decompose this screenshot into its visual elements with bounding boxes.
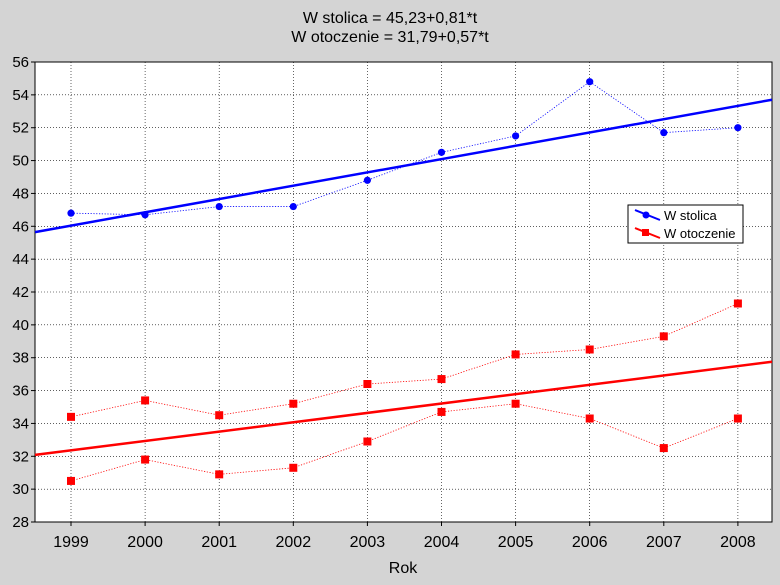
- point-otoczenie-upper: [67, 412, 75, 421]
- plot-area: [34, 61, 773, 523]
- point-otoczenie-lower: [363, 437, 372, 446]
- legend-label-stolica: W stolica: [664, 208, 718, 223]
- point-otoczenie-lower: [141, 455, 150, 464]
- x-tick-label: 2001: [201, 534, 237, 551]
- point-stolica: [67, 209, 75, 217]
- point-otoczenie-upper: [437, 375, 446, 384]
- series-line-otoczenie-lower: [70, 403, 739, 482]
- legend-box: [627, 204, 744, 244]
- legend: W stolica W otoczenie: [627, 204, 744, 244]
- y-tick-label: 42: [12, 284, 29, 301]
- y-tick-label: 34: [12, 415, 29, 432]
- point-otoczenie-upper: [289, 399, 298, 408]
- point-otoczenie-lower: [585, 414, 594, 423]
- point-stolica: [660, 129, 668, 137]
- y-tick-label: 36: [12, 383, 29, 400]
- point-otoczenie-lower: [659, 444, 668, 453]
- y-tick-label: 30: [12, 481, 29, 498]
- x-tick-label: 2005: [498, 534, 534, 551]
- point-stolica: [734, 124, 742, 132]
- point-otoczenie-lower: [215, 470, 224, 479]
- x-tick-label: 2008: [720, 534, 756, 551]
- legend-marker-stolica: [642, 211, 650, 219]
- x-tick-label: 2000: [127, 534, 163, 551]
- point-stolica: [586, 78, 594, 86]
- y-tick-label: 28: [12, 514, 29, 531]
- trend-line-otoczenie: [34, 360, 773, 457]
- y-tick-label: 50: [12, 153, 29, 170]
- point-otoczenie-lower: [511, 399, 520, 408]
- point-stolica: [511, 132, 520, 140]
- point-otoczenie-upper: [659, 332, 668, 341]
- point-otoczenie-lower: [437, 407, 446, 416]
- point-stolica: [215, 202, 223, 211]
- title-line-1: W stolica = 45,23+0,81*t: [302, 10, 478, 27]
- point-otoczenie-lower: [733, 414, 742, 423]
- point-stolica: [141, 211, 149, 219]
- title-line-2: W otoczenie = 31,79+0,57*t: [291, 29, 489, 46]
- point-stolica: [437, 148, 446, 156]
- y-tick-label: 38: [12, 350, 29, 367]
- point-otoczenie-lower: [67, 476, 75, 485]
- point-stolica: [363, 176, 371, 184]
- point-otoczenie-lower: [289, 463, 298, 472]
- y-tick-label: 56: [12, 54, 29, 71]
- y-tick-label: 40: [12, 317, 29, 334]
- legend-label-otoczenie: W otoczenie: [664, 226, 736, 241]
- y-tick-label: 54: [12, 87, 29, 104]
- point-otoczenie-upper: [733, 299, 742, 308]
- point-stolica: [289, 202, 297, 211]
- y-tick-label: 32: [12, 448, 29, 465]
- x-tick-label: 2006: [572, 534, 608, 551]
- x-axis-title: Rok: [389, 560, 418, 577]
- x-tick-label: 1999: [53, 534, 89, 551]
- x-tick-label: 2007: [646, 534, 682, 551]
- point-otoczenie-upper: [141, 396, 150, 405]
- y-tick-label: 44: [12, 251, 29, 268]
- x-tick-label: 2002: [276, 534, 312, 551]
- trend-line-stolica: [34, 98, 773, 234]
- point-otoczenie-upper: [215, 411, 224, 420]
- chart-title: W stolica = 45,23+0,81*t W otoczenie = 3…: [0, 9, 780, 47]
- point-otoczenie-upper: [585, 345, 594, 354]
- legend-marker-otoczenie: [642, 229, 649, 236]
- y-tick-label: 48: [12, 185, 29, 202]
- x-tick-label: 2003: [350, 534, 386, 551]
- point-otoczenie-upper: [511, 350, 520, 359]
- point-otoczenie-upper: [363, 380, 372, 388]
- y-tick-label: 52: [12, 120, 29, 137]
- x-tick-label: 2004: [424, 534, 460, 551]
- y-tick-label: 46: [12, 218, 29, 235]
